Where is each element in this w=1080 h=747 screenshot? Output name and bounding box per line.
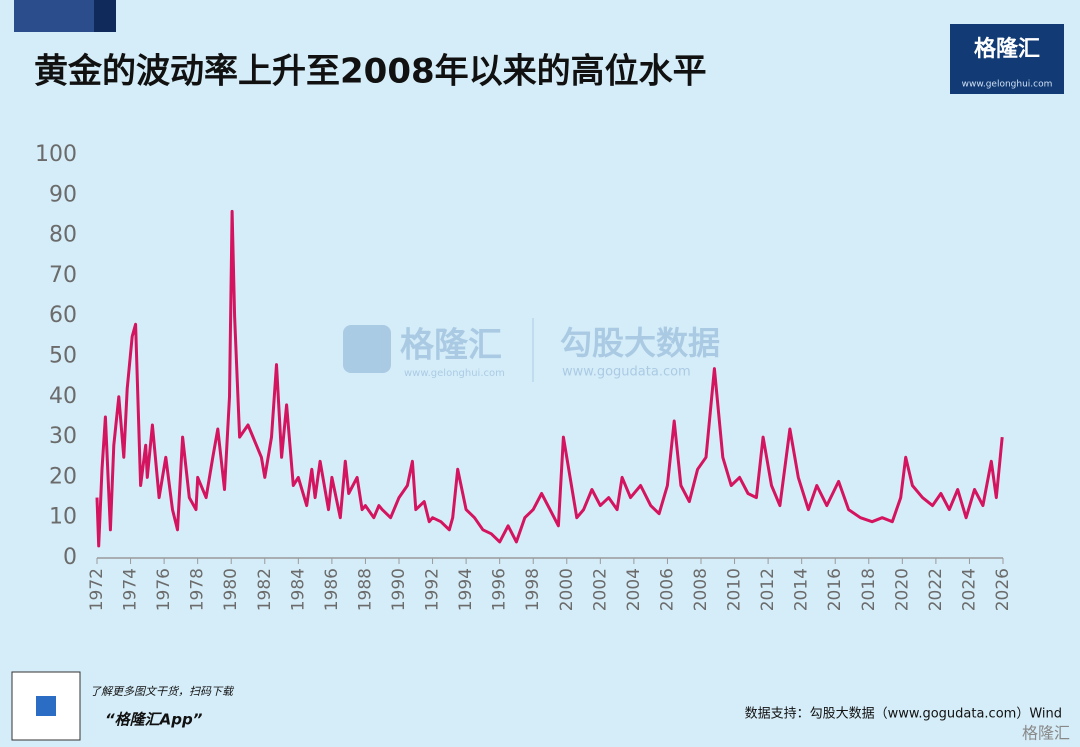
watermark-icon xyxy=(343,325,391,373)
x-tick-label: 2018 xyxy=(859,568,879,611)
line xyxy=(95,209,1004,548)
corner-block xyxy=(14,0,94,32)
x-tick-label: 1978 xyxy=(188,568,208,611)
y-tick-label: 90 xyxy=(49,182,77,207)
y-tick-label: 40 xyxy=(49,384,77,409)
logo: 格隆汇 xyxy=(974,36,1040,62)
x-tick-label: 2024 xyxy=(959,568,979,611)
qr-logo xyxy=(36,696,56,716)
footer-app: “格隆汇App” xyxy=(105,711,203,729)
x-tick-label: 2002 xyxy=(590,568,610,611)
footer-promo: 了解更多图文干货，扫码下载 xyxy=(90,685,235,698)
x-tick-label: 1974 xyxy=(121,568,141,611)
y-tick-label: 80 xyxy=(49,223,77,248)
x-tick-label: 1996 xyxy=(490,568,510,611)
x-tick-label: 2026 xyxy=(993,568,1013,611)
watermark-text: 格隆汇 xyxy=(400,326,502,366)
watermark-text: www.gelonghui.com xyxy=(404,368,505,379)
x-tick-label: 2000 xyxy=(557,568,577,611)
x-tick-label: 1988 xyxy=(355,568,375,611)
x-tick-label: 2020 xyxy=(892,568,912,611)
x-tick-label: 1990 xyxy=(389,568,409,611)
y-tick-label: 60 xyxy=(49,303,77,328)
y-tick-label: 30 xyxy=(49,424,77,449)
chart-title: 黄金的波动率上升至2008年以来的高位水平 xyxy=(34,52,707,92)
y-tick-label: 10 xyxy=(49,505,77,530)
corner-block xyxy=(94,0,116,32)
x-tick-label: 2006 xyxy=(657,568,677,611)
y-tick-label: 70 xyxy=(49,263,77,288)
y-tick-label: 20 xyxy=(49,464,77,489)
x-tick-label: 2012 xyxy=(758,568,778,611)
watermark: 格隆汇 www.gelonghui.com 勾股大数据 www.gogudata… xyxy=(343,318,720,382)
x-tick-label: 2004 xyxy=(624,568,644,611)
x-tick-label: 1980 xyxy=(221,568,241,611)
x-tick-label: 2010 xyxy=(725,568,745,611)
x-tick-label: 1976 xyxy=(154,568,174,611)
watermark-text: www.gogudata.com xyxy=(562,365,691,380)
x-tick-label: 1984 xyxy=(288,568,308,611)
x-tick-label: 1994 xyxy=(456,568,476,611)
x-tick-label: 1982 xyxy=(255,568,275,611)
x-tick-label: 2016 xyxy=(825,568,845,611)
logo-box xyxy=(950,24,1064,94)
y-tick-label: 50 xyxy=(49,344,77,369)
x-tick-label: 2008 xyxy=(691,568,711,611)
watermark-text: 勾股大数据 xyxy=(560,324,720,362)
x-tick-label: 1992 xyxy=(423,568,443,611)
footer-source: 数据支持：勾股大数据（www.gogudata.com）Wind xyxy=(745,707,1062,722)
footer-logo: 格隆汇 xyxy=(1022,724,1070,743)
x-tick-label: 2022 xyxy=(926,568,946,611)
y-tick-label: 100 xyxy=(35,142,77,167)
x-tick-label: 1986 xyxy=(322,568,342,611)
x-tick-label: 2014 xyxy=(792,568,812,611)
logo-url: www.gelonghui.com xyxy=(962,80,1053,90)
x-tick-label: 1998 xyxy=(523,568,543,611)
x-tick-label: 1972 xyxy=(87,568,107,611)
y-tick-label: 0 xyxy=(63,545,77,570)
